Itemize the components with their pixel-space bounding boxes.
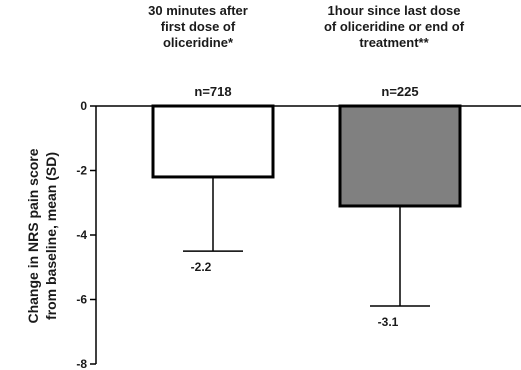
bar-header-line: treatment**: [359, 35, 429, 50]
bar-value-label: -3.1: [378, 315, 399, 329]
bar: [338, 104, 462, 208]
bar-value-label: -2.2: [191, 260, 212, 274]
bar-header-line: first dose of: [161, 19, 236, 34]
y-tick-label: 0: [80, 99, 87, 113]
bar-header-line: of oliceridine or end of: [324, 19, 465, 34]
y-tick-label: -4: [76, 228, 87, 242]
bar-header-line: oliceridine*: [163, 35, 234, 50]
bar-header-line: 1hour since last dose: [328, 3, 461, 18]
y-tick-label: -8: [76, 357, 87, 370]
bar: [151, 104, 275, 179]
bar-n-label: n=225: [381, 84, 418, 99]
bar-header-line: 30 minutes after: [148, 3, 248, 18]
y-axis-label-line: Change in NRS pain score: [25, 148, 41, 323]
y-axis-label-line: from baseline, mean (SD): [43, 152, 59, 320]
y-tick-label: -6: [76, 293, 87, 307]
y-tick-label: -2: [76, 164, 87, 178]
bar-n-label: n=718: [194, 84, 231, 99]
